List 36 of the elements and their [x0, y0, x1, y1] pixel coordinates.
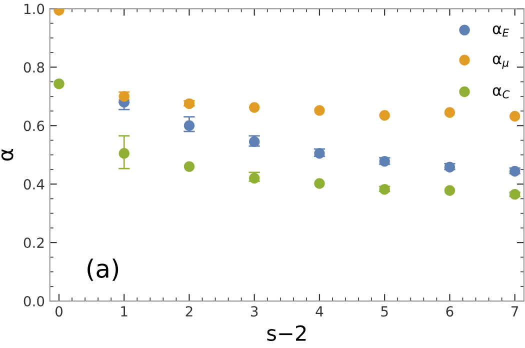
y-tick-label: 0.0 [24, 296, 44, 306]
point [184, 120, 195, 131]
point [118, 148, 130, 159]
x-tick-label: 3 [250, 306, 258, 317]
point [509, 166, 520, 177]
point [379, 156, 390, 167]
point [379, 184, 390, 195]
y-axis-title: α [1, 148, 14, 161]
point [509, 188, 520, 200]
point [379, 110, 390, 121]
y-tick-label: 1.0 [24, 4, 44, 14]
point [444, 107, 456, 118]
point [249, 102, 260, 113]
x-tick-label: 0 [55, 306, 62, 317]
x-tick-label: 2 [186, 306, 192, 316]
x-tick-label: 6 [446, 306, 454, 317]
x-axis-title: s−2 [267, 325, 306, 342]
y-tick-label: 0.4 [24, 179, 44, 190]
y-tick-label: 0.8 [24, 62, 44, 73]
point [444, 185, 456, 196]
x-tick-label: 4 [316, 306, 324, 316]
annotation: (a) [88, 258, 118, 281]
x-tick-label: 7 [512, 306, 518, 316]
x-tick-label: 1 [121, 306, 128, 316]
x-tick-label: 5 [381, 306, 388, 317]
point [184, 98, 195, 110]
point [314, 178, 325, 189]
point [184, 161, 195, 172]
y-tick-label: 0.6 [24, 120, 44, 132]
legend-label: α$_{C}$ [492, 87, 510, 98]
legend-label: α$_{μ}$ [492, 56, 509, 69]
legend-label: α$_{E}$ [492, 26, 509, 37]
point [509, 110, 520, 122]
point [54, 78, 64, 90]
y-tick-label: 0.2 [24, 238, 44, 248]
point [314, 105, 325, 116]
